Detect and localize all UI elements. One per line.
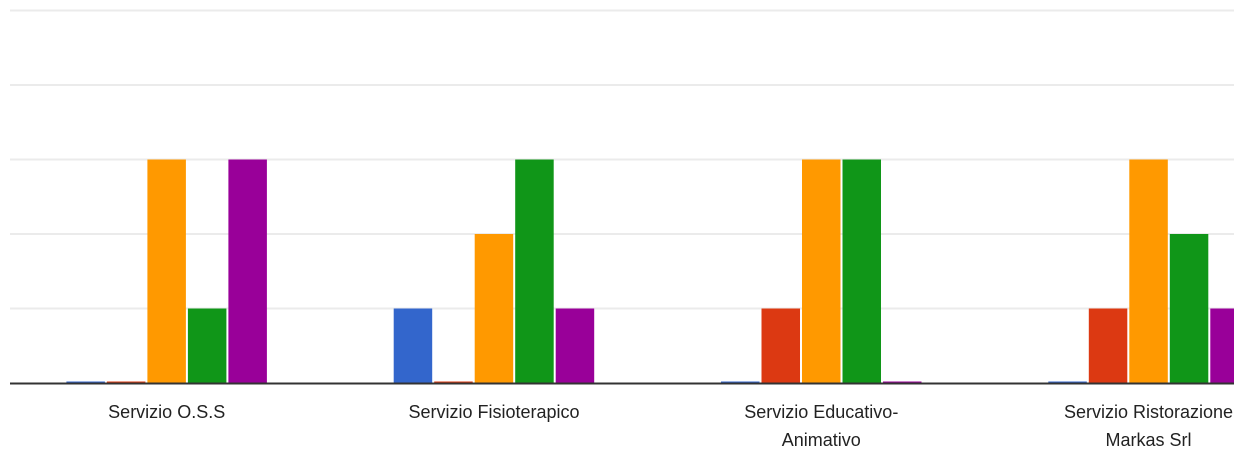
bar[interactable] xyxy=(1169,234,1209,383)
bar[interactable] xyxy=(802,159,841,384)
x-tick-label: Servizio Ristorazione xyxy=(1064,402,1233,422)
bar[interactable] xyxy=(515,159,554,384)
bar[interactable] xyxy=(393,308,433,384)
bar[interactable] xyxy=(721,381,760,384)
bar[interactable] xyxy=(842,159,882,384)
bar[interactable] xyxy=(1088,308,1128,384)
bar[interactable] xyxy=(883,381,922,384)
bar[interactable] xyxy=(761,308,801,384)
x-tick-label: Servizio O.S.S xyxy=(108,402,225,422)
x-tick-label: Servizio Educativo- xyxy=(744,402,898,422)
bar[interactable] xyxy=(228,159,267,384)
category-labels: Servizio O.S.S Servizio Fisioterapico Serv… xyxy=(108,402,1233,450)
bar[interactable] xyxy=(555,308,595,384)
x-tick-label: Animativo xyxy=(782,430,861,450)
bar[interactable] xyxy=(147,159,186,384)
bar[interactable] xyxy=(106,381,146,384)
bar[interactable] xyxy=(66,381,105,384)
bar[interactable] xyxy=(434,381,473,384)
x-tick-label: Markas Srl xyxy=(1105,430,1191,450)
bar[interactable] xyxy=(187,308,227,384)
bars xyxy=(66,159,1234,384)
bar[interactable] xyxy=(474,234,514,383)
bar[interactable] xyxy=(1048,381,1087,384)
bar[interactable] xyxy=(1210,308,1234,384)
bar[interactable] xyxy=(1129,159,1168,384)
gridlines xyxy=(10,9,1234,310)
x-tick-label: Servizio Fisioterapico xyxy=(408,402,579,422)
